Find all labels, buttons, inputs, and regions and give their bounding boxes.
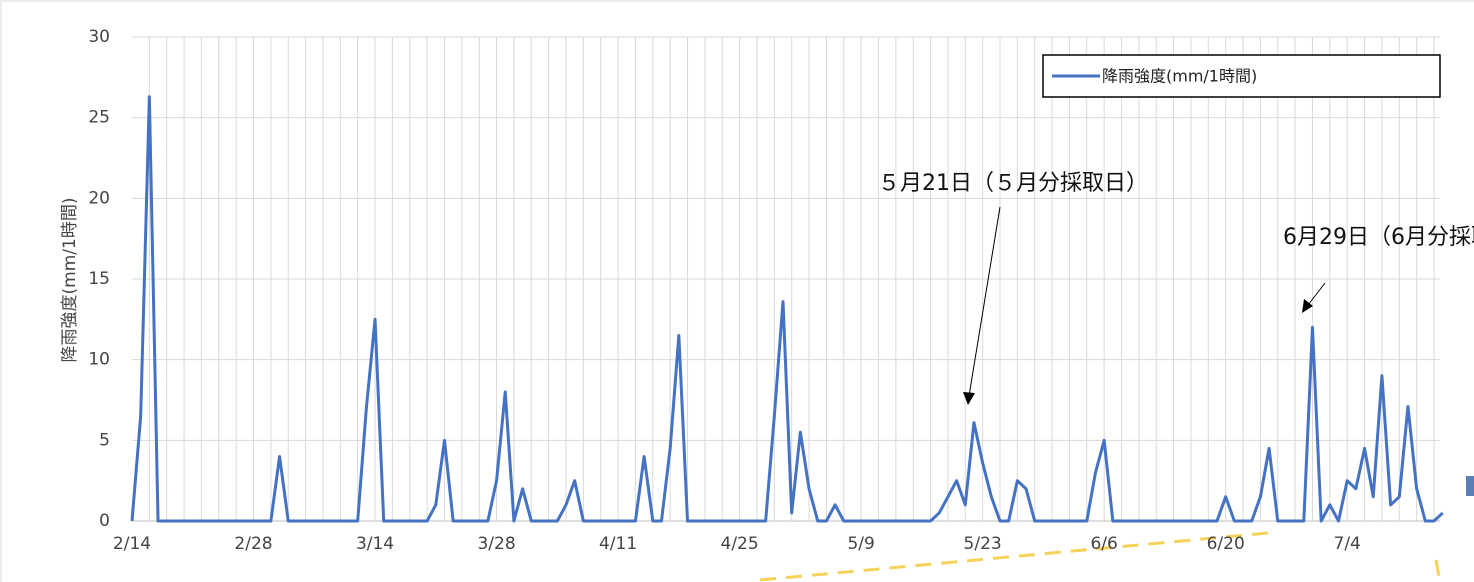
y-tick-label: 20 (88, 188, 110, 208)
y-tick-label: 30 (88, 27, 110, 47)
x-tick-label: 5/23 (964, 534, 1002, 554)
annotation-arrow (1307, 282, 1326, 306)
decoration (759, 531, 1269, 582)
x-tick-label: 6/6 (1090, 534, 1117, 554)
decoration (1434, 559, 1442, 582)
x-tick-label: 6/20 (1207, 534, 1245, 554)
decoration (1466, 476, 1474, 496)
x-tick-label: 4/25 (721, 534, 759, 554)
y-tick-label: 0 (99, 511, 110, 531)
plot (130, 95, 1444, 523)
grid (132, 36, 1440, 522)
y-tick-label: 15 (88, 269, 110, 289)
x-tick-label: 3/28 (477, 534, 515, 554)
y-tick-label: 25 (88, 108, 110, 128)
y-tick-label: 10 (88, 350, 110, 370)
arrow-head (1302, 299, 1313, 313)
x-tick-label: 3/14 (356, 534, 394, 554)
legend-label: 降雨強度(mm/1時間) (1102, 67, 1257, 86)
x-tick-label: 2/28 (234, 534, 272, 554)
legend-box (1042, 54, 1441, 98)
annotation: ５月21日（５月分採取日） (878, 171, 1148, 196)
y-tick-label: 5 (99, 430, 110, 450)
x-tick-label: 5/9 (847, 534, 874, 554)
x-tick-label: 4/11 (599, 534, 637, 554)
annotation-arrow (968, 206, 1001, 397)
annotation: 6月29日（6月分採取日） (1283, 225, 1474, 250)
x-tick-label: 2/14 (113, 534, 151, 554)
x-tick-label: 7/4 (1334, 534, 1361, 554)
arrow-head (963, 392, 975, 405)
line (130, 95, 1444, 523)
y-axis-label: 降雨強度(mm/1時間) (60, 198, 80, 363)
